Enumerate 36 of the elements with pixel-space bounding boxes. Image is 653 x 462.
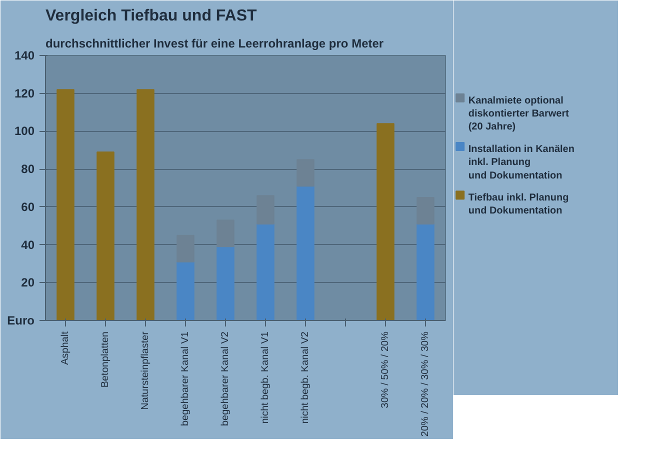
legend-label: Installation in Kanälen inkl. Planung und Dokumentation [468,144,574,182]
legend-label: Tiefbau inkl. Planung und Dokumentation [468,192,569,217]
bar [256,195,274,224]
bar [216,246,234,320]
bar [56,89,74,320]
x-tick-label: Asphalt [60,331,71,365]
bar [96,152,114,320]
x-tick-label: nicht begb. Kanal V1 [260,331,271,424]
y-tick-label: 40 [21,238,35,252]
y-tick-label: 80 [21,162,35,176]
bar [136,89,154,320]
bar [416,196,434,224]
x-tick-label: 30% / 50% / 20% [380,331,391,408]
x-tick-label: Betonplatten [100,331,111,388]
bar [376,123,394,320]
bar [176,261,194,320]
y-tick-label: 60 [21,200,35,214]
x-tick-label: nicht begb. Kanal V2 [300,331,311,424]
x-tick-label: begehbarer Kanal V2 [220,331,231,426]
y-tick-label: Euro [7,314,35,328]
bar [176,234,194,262]
x-tick-label: Natursteinpflaster [140,330,151,410]
bar [216,220,234,248]
bar [416,223,434,320]
bar [296,159,314,187]
legend-label: Kanalmiete optional diskontierter Barwert (20 Jahre) [468,95,570,133]
y-tick-label: 120 [14,86,35,100]
chart-title: Vergleich Tiefbau und FAST [46,8,258,24]
bar [296,186,314,320]
y-tick-label: 20 [21,276,35,290]
y-tick-label: 100 [14,124,35,138]
y-tick-label: 140 [14,48,35,62]
x-tick-label: begehbarer Kanal V1 [180,331,191,426]
bar [256,223,274,320]
chart-subtitle: durchschnittlicher Invest für eine Leerrohranlage pro Meter [46,36,384,50]
x-tick-label: 20% / 20% / 30% / 30% [420,331,431,437]
